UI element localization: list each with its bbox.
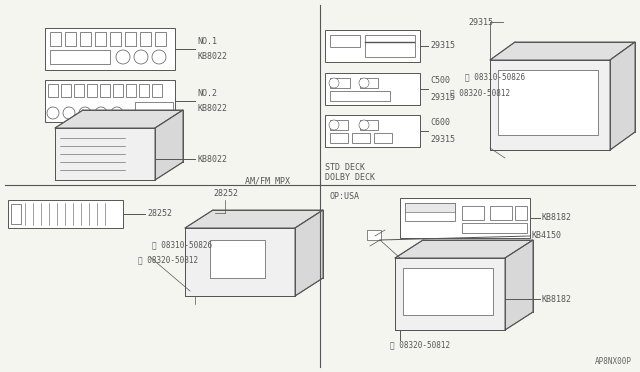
Circle shape [63, 107, 75, 119]
Polygon shape [55, 128, 155, 180]
Text: 28252: 28252 [213, 189, 238, 198]
Bar [155, 32, 166, 46]
Text: 29315: 29315 [430, 42, 455, 51]
Circle shape [79, 107, 91, 119]
Text: KB8182: KB8182 [542, 214, 572, 222]
Bar [45, 80, 175, 122]
Bar [95, 32, 106, 46]
Text: C600: C600 [430, 118, 450, 127]
Text: KB8022: KB8022 [197, 52, 227, 61]
Circle shape [47, 107, 59, 119]
Bar [325, 115, 420, 147]
Bar [11, 204, 21, 224]
Text: OP:USA: OP:USA [330, 192, 360, 201]
Text: NO.2: NO.2 [197, 89, 217, 98]
Text: NO.1: NO.1 [197, 37, 217, 46]
Text: AM/FM MPX: AM/FM MPX [245, 177, 290, 186]
Bar [48, 84, 58, 97]
Bar [65, 32, 76, 46]
Polygon shape [295, 210, 323, 296]
Bar [100, 84, 110, 97]
Circle shape [329, 78, 339, 88]
Bar [367, 230, 381, 240]
Bar [330, 133, 348, 143]
Bar [210, 240, 265, 278]
Bar [403, 268, 493, 315]
Text: 28252: 28252 [147, 209, 172, 218]
Polygon shape [505, 240, 533, 330]
Bar [110, 32, 121, 46]
Text: KB8022: KB8022 [197, 154, 227, 164]
Text: Ⓢ 08320-50812: Ⓢ 08320-50812 [138, 255, 198, 264]
Bar [80, 32, 91, 46]
Text: C500: C500 [430, 76, 450, 85]
Bar [360, 120, 378, 130]
Bar [139, 84, 149, 97]
Bar [515, 206, 527, 220]
Text: STD DECK: STD DECK [325, 163, 365, 172]
Bar [365, 42, 415, 43]
Bar [405, 203, 455, 212]
Bar [462, 206, 484, 220]
Polygon shape [395, 240, 533, 258]
Bar [50, 32, 61, 46]
Polygon shape [155, 110, 183, 180]
Bar [325, 73, 420, 105]
Text: 29315: 29315 [430, 135, 455, 144]
Bar [330, 35, 360, 47]
Bar [61, 84, 71, 97]
Text: 29315: 29315 [468, 18, 493, 27]
Bar [365, 35, 415, 57]
Polygon shape [185, 210, 323, 228]
Circle shape [329, 120, 339, 130]
Polygon shape [490, 42, 635, 60]
Circle shape [359, 120, 369, 130]
Bar [135, 102, 173, 118]
Bar [140, 32, 151, 46]
Bar [125, 32, 136, 46]
Bar [50, 50, 110, 64]
Bar [400, 198, 530, 238]
Bar [330, 120, 348, 130]
Bar [113, 84, 123, 97]
Bar [330, 78, 350, 88]
Bar [74, 84, 84, 97]
Bar [325, 30, 420, 62]
Text: Ⓢ 08310-50826: Ⓢ 08310-50826 [152, 240, 212, 249]
Circle shape [116, 50, 130, 64]
Polygon shape [55, 110, 183, 128]
Text: KB8182: KB8182 [542, 295, 572, 304]
Circle shape [134, 50, 148, 64]
Bar [498, 70, 598, 135]
Text: Ⓢ 08310-50826: Ⓢ 08310-50826 [465, 72, 525, 81]
Text: DOLBY DECK: DOLBY DECK [325, 173, 375, 182]
Bar [360, 78, 378, 88]
Text: KB4150: KB4150 [532, 231, 562, 241]
Bar [352, 133, 370, 143]
Text: Ⓢ 08320-50812: Ⓢ 08320-50812 [390, 340, 450, 349]
Polygon shape [610, 42, 635, 150]
Bar [152, 84, 162, 97]
Circle shape [95, 107, 107, 119]
Bar [405, 203, 455, 221]
Circle shape [152, 50, 166, 64]
Circle shape [111, 107, 123, 119]
Bar [87, 84, 97, 97]
Polygon shape [490, 60, 610, 150]
Polygon shape [185, 228, 295, 296]
Bar [462, 223, 527, 233]
Bar [126, 84, 136, 97]
Text: Ⓢ 08320-50812: Ⓢ 08320-50812 [450, 88, 510, 97]
Bar [8, 200, 123, 228]
Polygon shape [395, 258, 505, 330]
Text: AP8NX00P: AP8NX00P [595, 357, 632, 366]
Bar [374, 133, 392, 143]
Text: 29315: 29315 [430, 93, 455, 102]
Bar [330, 91, 390, 101]
Circle shape [359, 78, 369, 88]
Bar [490, 206, 512, 220]
Bar [45, 28, 175, 70]
Text: KB8022: KB8022 [197, 104, 227, 113]
